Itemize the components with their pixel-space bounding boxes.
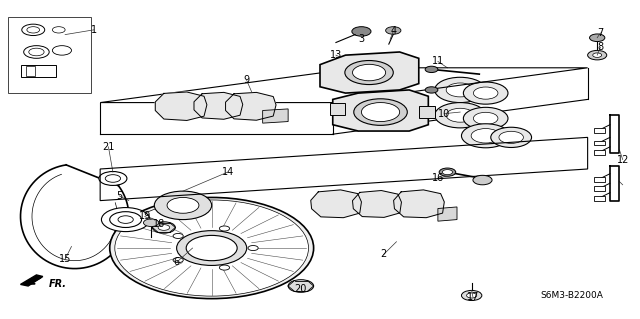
Circle shape	[345, 61, 394, 85]
Circle shape	[461, 124, 510, 148]
Text: 5: 5	[116, 191, 122, 201]
Text: 10: 10	[438, 109, 451, 119]
Polygon shape	[194, 93, 243, 119]
Circle shape	[463, 107, 508, 130]
Circle shape	[186, 235, 237, 261]
Bar	[8, 17, 91, 93]
Text: 9: 9	[244, 76, 250, 85]
Polygon shape	[394, 190, 444, 218]
Text: 6: 6	[173, 257, 180, 267]
Text: 17: 17	[467, 292, 479, 302]
Text: 13: 13	[330, 50, 342, 60]
Bar	[330, 103, 346, 115]
Text: S6M3-B2200A: S6M3-B2200A	[540, 291, 603, 300]
Circle shape	[442, 170, 452, 175]
Circle shape	[115, 200, 308, 296]
Text: 20: 20	[294, 284, 307, 294]
Circle shape	[474, 87, 498, 99]
Text: 12: 12	[616, 154, 629, 165]
Text: 7: 7	[597, 28, 604, 38]
Circle shape	[109, 212, 141, 227]
Polygon shape	[320, 52, 419, 93]
Circle shape	[52, 46, 72, 55]
Polygon shape	[353, 190, 401, 217]
Circle shape	[288, 280, 314, 292]
Text: 2: 2	[381, 249, 387, 259]
Bar	[594, 196, 605, 201]
Bar	[419, 106, 435, 118]
Circle shape	[425, 66, 438, 72]
Circle shape	[24, 46, 49, 58]
Circle shape	[52, 27, 65, 33]
Circle shape	[473, 175, 492, 185]
Bar	[20, 65, 56, 77]
Circle shape	[491, 127, 532, 147]
Circle shape	[177, 231, 246, 265]
Circle shape	[158, 225, 170, 230]
Circle shape	[29, 48, 44, 56]
Polygon shape	[225, 93, 276, 120]
Text: 19: 19	[139, 211, 151, 221]
Bar	[26, 66, 35, 76]
Circle shape	[220, 265, 230, 270]
Text: 14: 14	[221, 167, 234, 177]
Circle shape	[99, 172, 127, 185]
Circle shape	[154, 191, 212, 219]
Text: 15: 15	[59, 254, 71, 264]
Polygon shape	[20, 275, 43, 286]
Text: 16: 16	[432, 174, 444, 183]
Polygon shape	[156, 92, 207, 121]
Text: 21: 21	[102, 142, 115, 152]
Circle shape	[143, 219, 159, 226]
Bar	[594, 186, 605, 191]
Text: 1: 1	[91, 25, 97, 35]
Polygon shape	[333, 90, 428, 131]
Bar	[594, 177, 605, 182]
Text: 4: 4	[390, 26, 396, 36]
Circle shape	[589, 34, 605, 41]
Circle shape	[27, 27, 40, 33]
Circle shape	[352, 27, 371, 36]
Circle shape	[446, 83, 474, 97]
Circle shape	[593, 53, 602, 57]
Circle shape	[167, 197, 199, 213]
Text: 11: 11	[432, 56, 444, 66]
Circle shape	[474, 112, 498, 124]
Circle shape	[101, 208, 150, 232]
Circle shape	[446, 108, 474, 122]
Text: 3: 3	[358, 34, 365, 44]
Circle shape	[353, 64, 386, 81]
Bar	[594, 141, 605, 145]
Circle shape	[22, 24, 45, 35]
Circle shape	[173, 258, 183, 263]
Circle shape	[109, 197, 314, 299]
Circle shape	[435, 77, 486, 103]
Text: 8: 8	[597, 42, 604, 52]
Bar	[594, 128, 605, 133]
Circle shape	[588, 50, 607, 60]
Polygon shape	[311, 190, 362, 218]
Circle shape	[248, 246, 258, 250]
Circle shape	[354, 99, 407, 125]
Circle shape	[499, 131, 524, 144]
Circle shape	[467, 293, 477, 298]
Circle shape	[105, 175, 120, 182]
Circle shape	[471, 129, 500, 143]
Text: FR.: FR.	[49, 279, 67, 289]
Text: 18: 18	[154, 219, 166, 229]
Circle shape	[425, 87, 438, 93]
Circle shape	[152, 222, 175, 233]
Polygon shape	[262, 109, 288, 123]
Circle shape	[220, 226, 230, 231]
Circle shape	[386, 27, 401, 34]
Circle shape	[435, 103, 486, 128]
Circle shape	[439, 168, 456, 176]
Circle shape	[463, 82, 508, 104]
Circle shape	[461, 290, 482, 300]
Polygon shape	[438, 207, 457, 221]
Circle shape	[118, 216, 133, 223]
Circle shape	[173, 234, 183, 239]
Circle shape	[362, 103, 399, 122]
Bar	[594, 150, 605, 155]
